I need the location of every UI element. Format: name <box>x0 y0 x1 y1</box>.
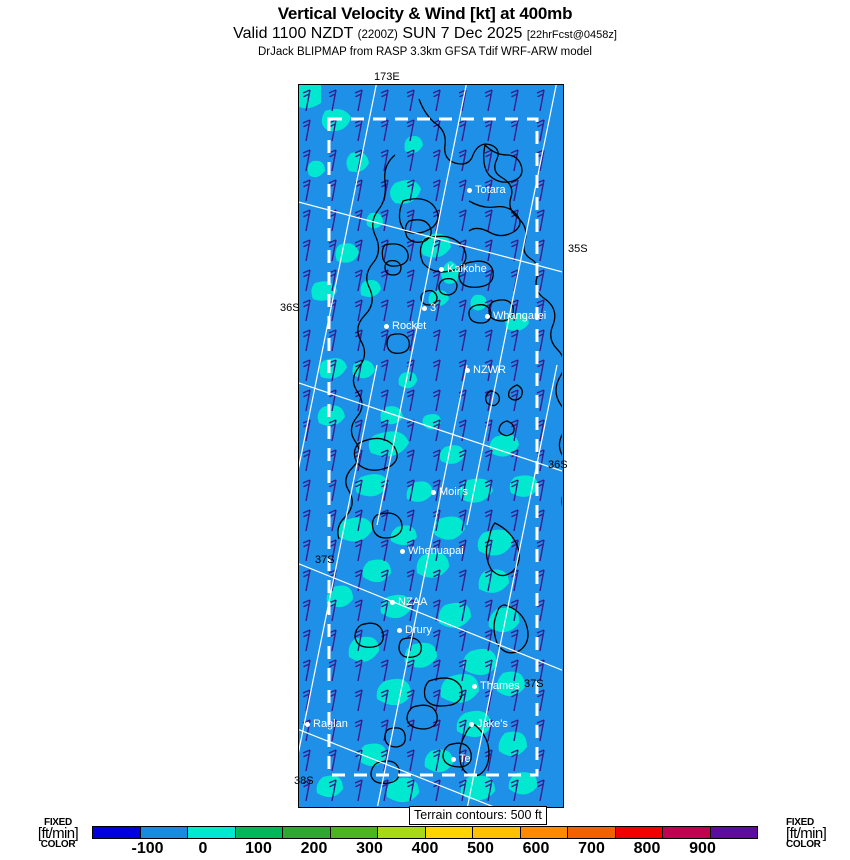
valid-time-zulu: (2200Z) <box>357 29 398 41</box>
place-name: Moir's <box>439 486 468 498</box>
graticule-label: 35S <box>568 243 588 255</box>
colorbar-tick-label: 600 <box>522 840 550 857</box>
colorbar-left-units: [ft/min] <box>37 825 79 842</box>
colorbar-right-fixed: FIXED <box>786 817 814 828</box>
colorbar-left-legend: FIXED [ft/min] COLOR <box>18 817 98 850</box>
place-label: Jake's <box>469 719 508 730</box>
place-label: Rocket <box>384 321 426 332</box>
place-name: 3 <box>430 302 437 314</box>
header: Vertical Velocity & Wind [kt] at 400mb V… <box>0 0 850 60</box>
colorbar-tick-label: 500 <box>467 840 494 857</box>
place-name: Kaikohe <box>447 263 487 275</box>
colorbar-swatch <box>283 827 331 838</box>
graticule <box>299 85 562 806</box>
colorbar-tick-label: 800 <box>633 840 661 857</box>
place-label: Totara <box>467 185 506 196</box>
colorbar-swatch <box>520 827 568 838</box>
place-label: NZAA <box>390 597 427 608</box>
place-marker-icon <box>485 314 490 319</box>
place-label: 3 <box>422 303 436 314</box>
place-name: NZAA <box>398 596 428 608</box>
colorbar-swatch <box>615 827 663 838</box>
place-label: Whenuapai <box>400 546 464 557</box>
colorbar-tick-label: 100 <box>245 840 272 857</box>
terrain-contours-note: Terrain contours: 500 ft <box>409 806 547 825</box>
place-name: Jake's <box>477 718 508 730</box>
wind-barbs <box>299 85 562 806</box>
map-canvas[interactable]: Totara Kaikohe 3 Rocket Whangarei NZWR Moir's W… <box>298 84 564 808</box>
colorbar-swatch <box>235 827 283 838</box>
colorbar-right-units: [ft/min] <box>786 825 827 842</box>
colorbar-swatch <box>93 827 141 838</box>
place-marker-icon <box>431 490 436 495</box>
colorbar-left-fixed: FIXED <box>44 817 72 828</box>
place-name: Whenuapai <box>408 545 464 557</box>
colorbar-swatch <box>663 827 711 838</box>
colorbar-tick-label: 0 <box>198 840 208 857</box>
valid-time-prefix: Valid 1100 NZDT <box>233 25 354 42</box>
valid-time-line: Valid 1100 NZDT (2200Z) SUN 7 Dec 2025 [… <box>0 24 850 45</box>
place-marker-icon <box>451 757 456 762</box>
colorbar-swatch <box>140 827 188 838</box>
place-name: Rocket <box>392 320 427 332</box>
place-label: Thames <box>472 681 520 692</box>
place-name: Drury <box>405 624 432 636</box>
graticule-label: 38S <box>294 775 314 787</box>
place-marker-icon <box>469 722 474 727</box>
colorbar-swatch <box>188 827 236 838</box>
colorbar-swatch <box>473 827 521 838</box>
colorbar-swatch <box>378 827 426 838</box>
graticule-label: 173E <box>374 71 400 83</box>
place-name: Te <box>459 753 471 765</box>
colorbar-tick-label: 700 <box>578 840 605 857</box>
colorbar-tick-label: 200 <box>300 840 328 857</box>
forecast-stamp: [22hrFcst@0458z] <box>526 29 617 41</box>
place-marker-icon <box>397 628 402 633</box>
colorbar-tick-label: 400 <box>411 840 439 857</box>
place-marker-icon <box>384 324 389 329</box>
place-name: NZWR <box>473 364 506 376</box>
place-name: Whangarei <box>493 310 547 322</box>
colorbar-tick-label: 300 <box>356 840 383 857</box>
colorbar-swatch <box>568 827 616 838</box>
graticule-label: 37S <box>315 554 335 566</box>
graticule-label: 36S <box>280 302 300 314</box>
colorbar-right-color: COLOR <box>786 839 821 850</box>
graticule-label: 36S <box>548 459 568 471</box>
colorbar <box>92 826 758 839</box>
place-marker-icon <box>467 188 472 193</box>
place-name: Totara <box>475 184 506 196</box>
place-label: Whangarei <box>485 311 546 322</box>
model-line: DrJack BLIPMAP from RASP 3.3km GFSA Tdif… <box>257 46 592 58</box>
forecast-map[interactable]: Totara Kaikohe 3 Rocket Whangarei NZWR Moir's W… <box>280 71 588 808</box>
place-marker-icon <box>472 684 477 689</box>
place-name: Raglan <box>313 718 348 730</box>
colorbar-right-legend: FIXED [ft/min] COLOR <box>786 817 850 850</box>
place-marker-icon <box>390 600 395 605</box>
colorbar-swatch <box>330 827 378 838</box>
place-label: Drury <box>397 625 432 636</box>
colorbar-left-color: COLOR <box>40 839 76 850</box>
place-label: Moir's <box>431 487 468 498</box>
colorbar-ticks: -100 0 100 200 300 400 500 600 700 800 900 <box>92 840 758 860</box>
valid-date: SUN 7 Dec 2025 <box>402 25 523 42</box>
place-marker-icon <box>422 306 427 311</box>
place-name: Thames <box>480 680 520 692</box>
place-label: Kaikohe <box>439 264 487 275</box>
domain-box <box>327 117 539 777</box>
colorbar-tick-label: 900 <box>689 840 716 857</box>
graticule-label: 37S <box>524 678 544 690</box>
page-title: Vertical Velocity & Wind [kt] at 400mb <box>277 4 573 23</box>
place-marker-icon <box>305 722 310 727</box>
colorbar-tick-label: -100 <box>131 840 164 857</box>
colorbar-swatch <box>425 827 473 838</box>
colorbar-swatch <box>710 827 757 838</box>
map-graphics <box>299 85 562 806</box>
place-marker-icon <box>400 549 405 554</box>
place-marker-icon <box>439 267 444 272</box>
place-label: NZWR <box>465 365 506 376</box>
place-marker-icon <box>465 368 470 373</box>
place-label: Te <box>451 754 471 765</box>
place-label: Raglan <box>305 719 348 730</box>
